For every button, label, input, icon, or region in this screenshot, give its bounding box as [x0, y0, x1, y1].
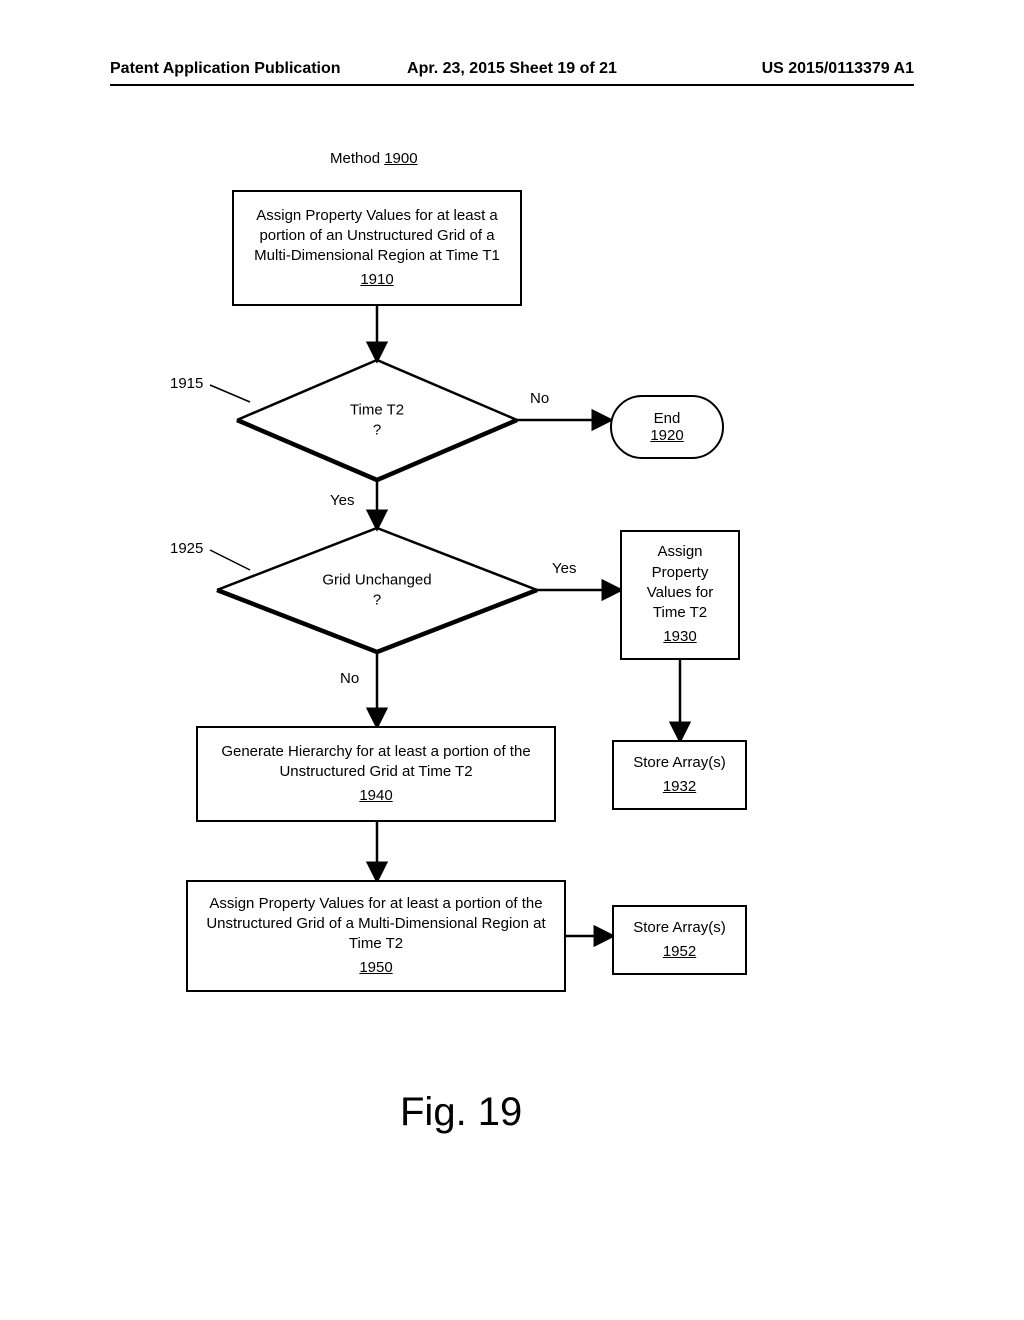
method-title: Method 1900: [330, 150, 418, 167]
page: Patent Application Publication Apr. 23, …: [0, 0, 1024, 1320]
edge-label: Yes: [330, 492, 354, 509]
header-center: Apr. 23, 2015 Sheet 19 of 21: [407, 60, 617, 78]
edge-label: Yes: [552, 560, 576, 577]
method-title-prefix: Method: [330, 150, 384, 167]
process-1930: Assign Property Values for Time T2 1930: [620, 530, 740, 660]
process-text: Store Array(s): [633, 753, 726, 773]
process-text: Assign Property Values for at least a po…: [242, 206, 512, 267]
decision-1915-label: Time T2?: [350, 401, 404, 440]
edge-label: No: [340, 670, 359, 687]
terminator-1920: End1920: [610, 395, 724, 459]
process-ref: 1930: [663, 627, 696, 647]
process-text: Generate Hierarchy for at least a portio…: [206, 742, 546, 783]
header-left: Patent Application Publication: [110, 60, 341, 78]
callout-1925: 1925: [170, 540, 203, 557]
process-text: Assign Property Values for Time T2: [630, 542, 730, 623]
figure-caption: Fig. 19: [400, 1090, 522, 1135]
process-1952: Store Array(s) 1952: [612, 905, 747, 975]
process-text: Store Array(s): [633, 918, 726, 938]
decision-1925-label: Grid Unchanged?: [322, 571, 431, 610]
process-text: Assign Property Values for at least a po…: [196, 894, 556, 955]
process-1950: Assign Property Values for at least a po…: [186, 880, 566, 992]
method-title-number: 1900: [384, 150, 417, 167]
header-right: US 2015/0113379 A1: [762, 60, 914, 78]
process-1940: Generate Hierarchy for at least a portio…: [196, 726, 556, 822]
process-ref: 1950: [359, 958, 392, 978]
process-1910: Assign Property Values for at least a po…: [232, 190, 522, 306]
process-ref: 1940: [359, 786, 392, 806]
terminator-text: End: [654, 410, 681, 427]
process-ref: 1932: [663, 777, 696, 797]
page-header: Patent Application Publication Apr. 23, …: [110, 84, 914, 86]
process-ref: 1910: [360, 270, 393, 290]
edge-label: No: [530, 390, 549, 407]
terminator-ref: 1920: [650, 427, 683, 444]
callout-1915: 1915: [170, 375, 203, 392]
process-1932: Store Array(s) 1932: [612, 740, 747, 810]
process-ref: 1952: [663, 942, 696, 962]
